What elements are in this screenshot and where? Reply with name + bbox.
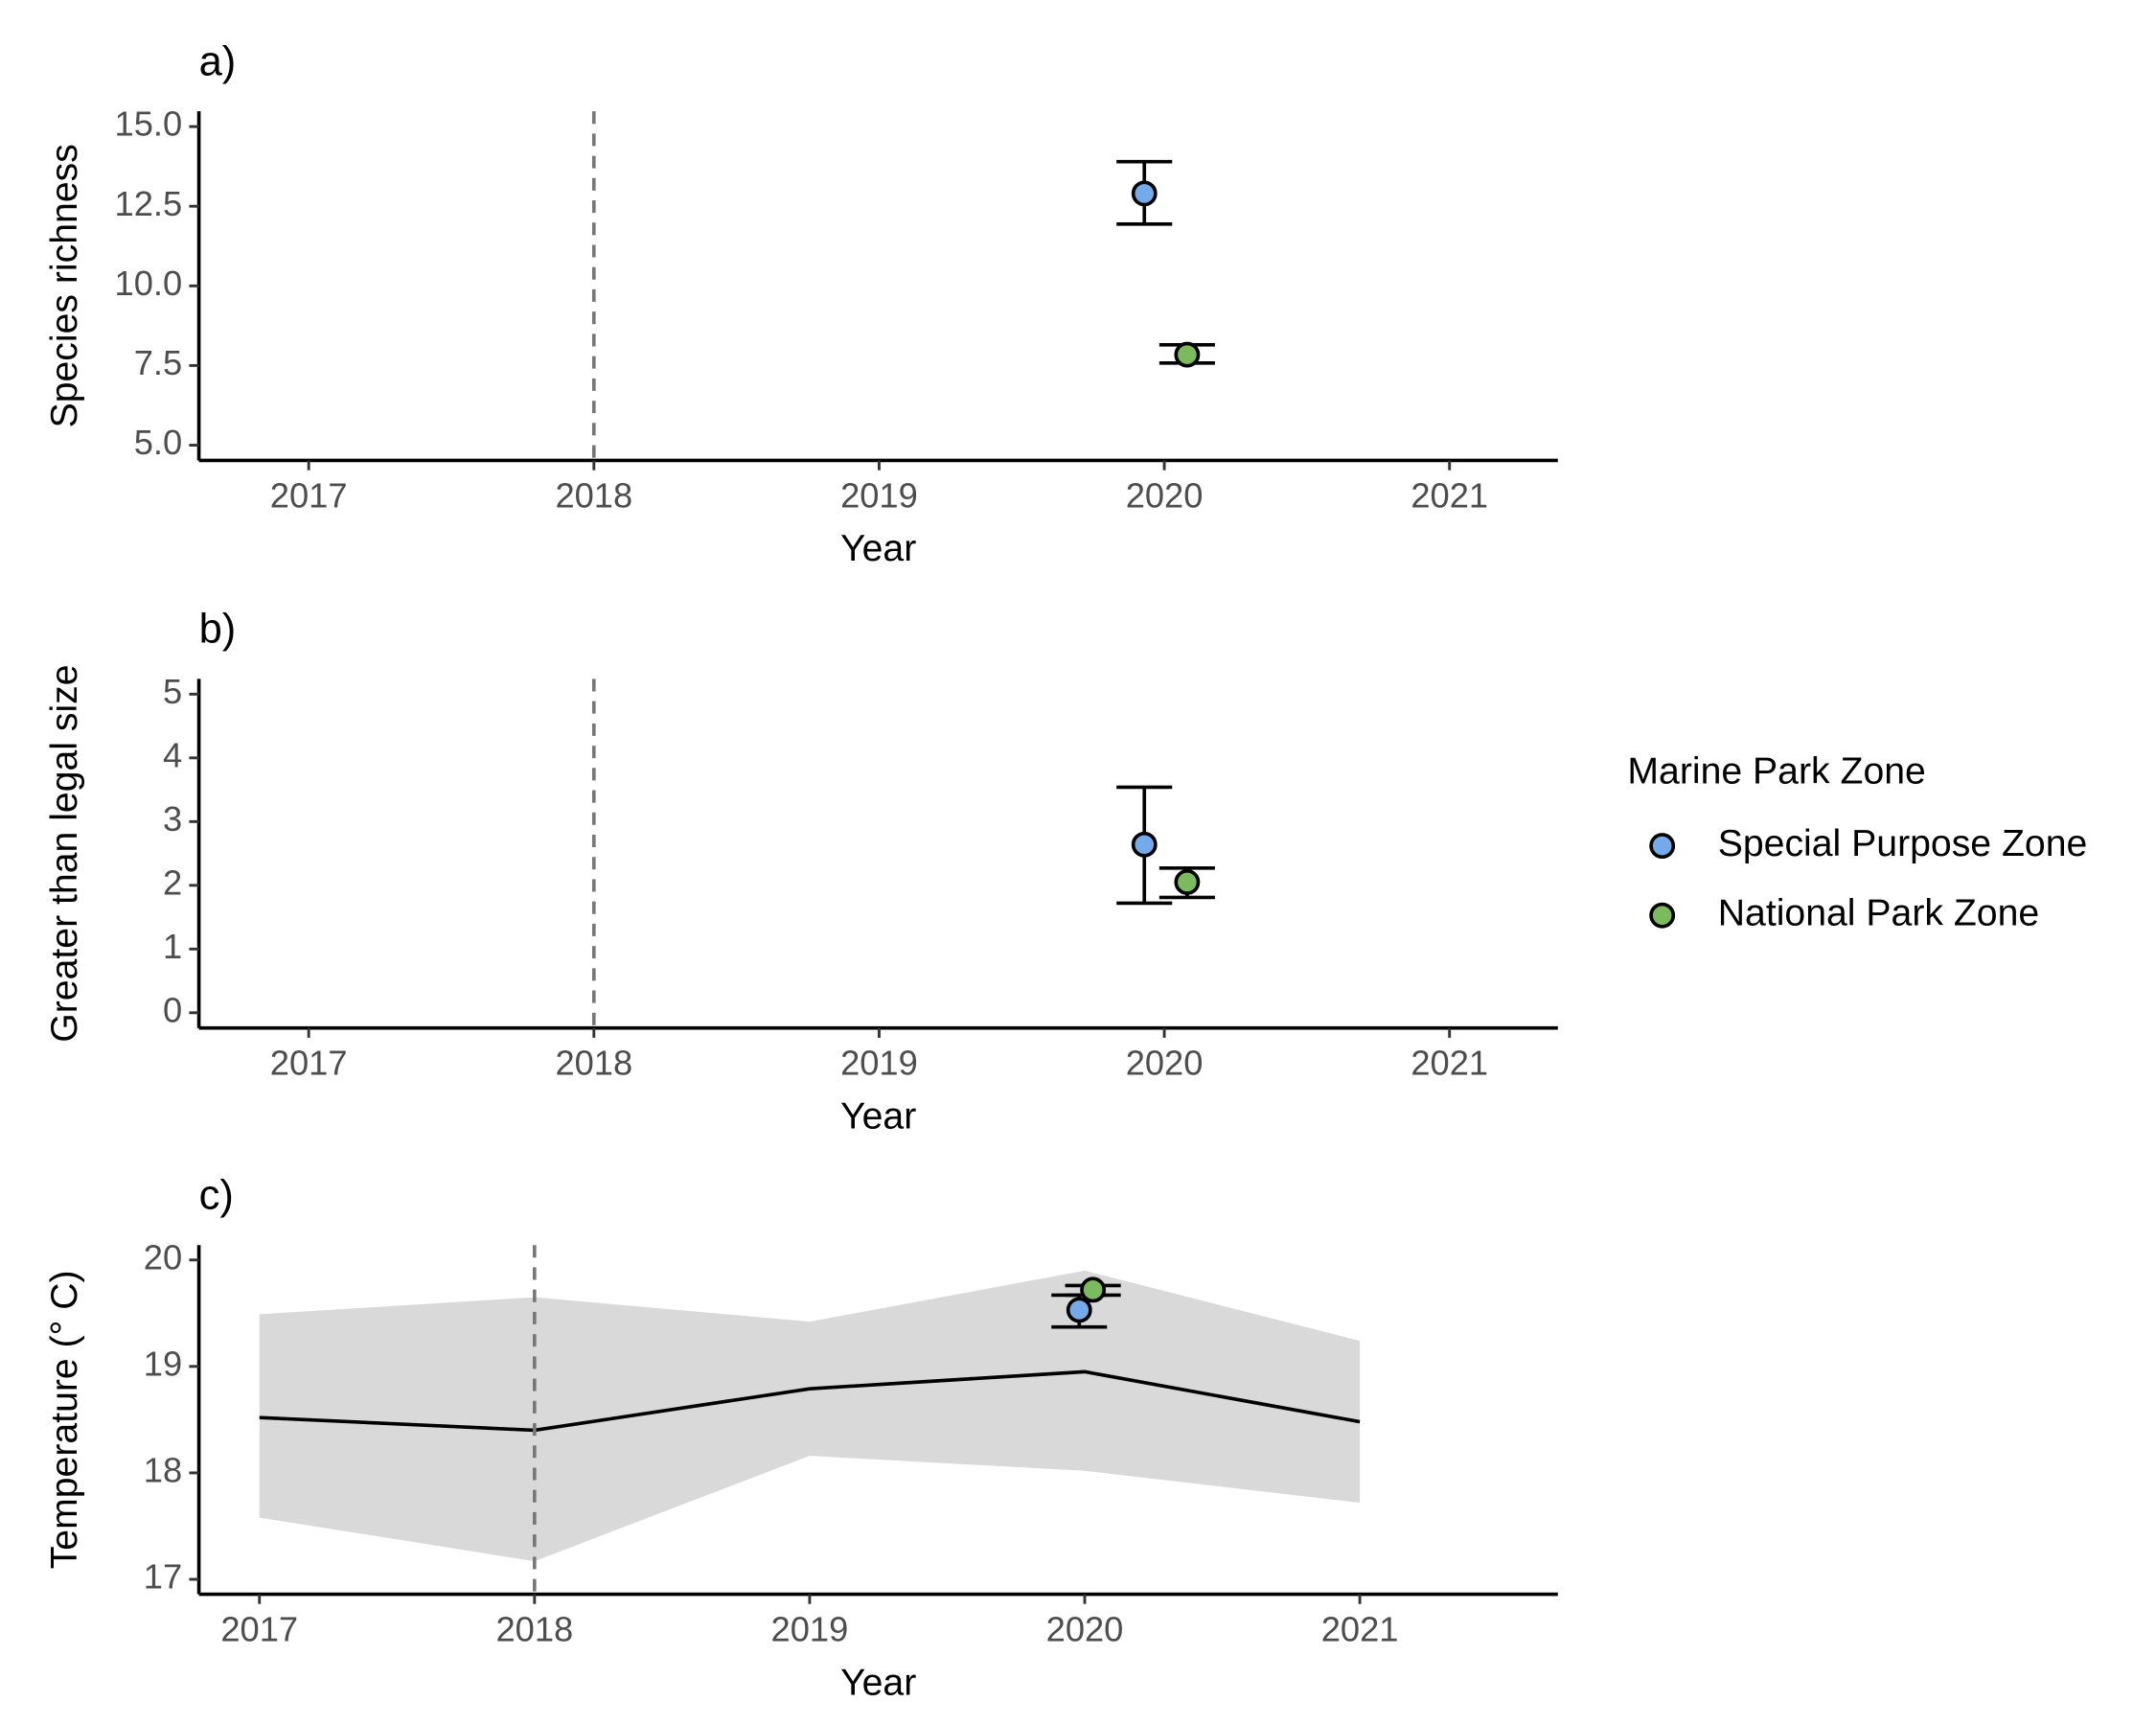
x-axis-title: Year bbox=[840, 1662, 916, 1703]
x-tick-label: 2021 bbox=[1411, 1044, 1488, 1083]
y-tick-label: 10.0 bbox=[115, 264, 183, 303]
y-tick-label: 15.0 bbox=[115, 104, 183, 144]
y-axis-title: Greater than legal size bbox=[44, 664, 85, 1042]
y-tick-label: 4 bbox=[163, 735, 182, 774]
point bbox=[1080, 1276, 1107, 1303]
y-tick-label: 17 bbox=[144, 1557, 182, 1597]
y-tick-label: 19 bbox=[144, 1344, 182, 1383]
mean-line bbox=[259, 1369, 1361, 1433]
x-axis-title: Year bbox=[840, 1095, 916, 1137]
x-axis-title: Year bbox=[840, 528, 916, 569]
confidence-band bbox=[259, 1270, 1361, 1562]
y-tick-label: 12.5 bbox=[115, 184, 183, 223]
x-tick-label: 2019 bbox=[840, 475, 918, 515]
panel-title: c) bbox=[199, 1172, 234, 1218]
y-tick-label: 5.0 bbox=[134, 423, 182, 462]
x-tick-label: 2018 bbox=[495, 1609, 573, 1648]
y-tick-label: 2 bbox=[163, 862, 182, 902]
x-tick-label: 2019 bbox=[840, 1044, 918, 1083]
y-axis-title: Temperature (° C) bbox=[44, 1270, 85, 1569]
y-tick-label: 20 bbox=[144, 1237, 182, 1276]
x-tick-label: 2017 bbox=[270, 475, 348, 515]
legend-marker bbox=[1649, 902, 1676, 929]
x-tick-label: 2020 bbox=[1126, 1044, 1204, 1083]
x-tick-label: 2017 bbox=[220, 1609, 298, 1648]
y-tick-label: 3 bbox=[163, 799, 182, 839]
panel-title: b) bbox=[199, 607, 237, 653]
legend-label: Special Purpose Zone bbox=[1718, 823, 2088, 864]
panel-title: a) bbox=[199, 38, 237, 84]
legend-label: National Park Zone bbox=[1718, 893, 2039, 934]
point bbox=[1066, 1297, 1092, 1323]
y-tick-label: 18 bbox=[144, 1451, 182, 1490]
point bbox=[1174, 341, 1201, 368]
y-tick-label: 0 bbox=[163, 990, 182, 1029]
x-tick-label: 2017 bbox=[270, 1044, 348, 1083]
legend-title: Marine Park Zone bbox=[1627, 750, 1925, 792]
x-tick-label: 2019 bbox=[771, 1609, 849, 1648]
y-tick-label: 7.5 bbox=[134, 343, 182, 382]
x-tick-label: 2021 bbox=[1411, 475, 1488, 515]
y-axis-title: Species richness bbox=[44, 144, 85, 427]
x-tick-label: 2020 bbox=[1046, 1609, 1124, 1648]
point bbox=[1131, 180, 1158, 207]
y-tick-label: 1 bbox=[163, 927, 182, 966]
x-tick-label: 2018 bbox=[555, 1044, 632, 1083]
x-tick-label: 2018 bbox=[555, 475, 632, 515]
point bbox=[1174, 869, 1201, 895]
x-tick-label: 2021 bbox=[1321, 1609, 1399, 1648]
point bbox=[1131, 831, 1158, 858]
legend-marker bbox=[1649, 833, 1676, 860]
x-tick-label: 2020 bbox=[1126, 475, 1204, 515]
y-tick-label: 5 bbox=[163, 672, 182, 711]
